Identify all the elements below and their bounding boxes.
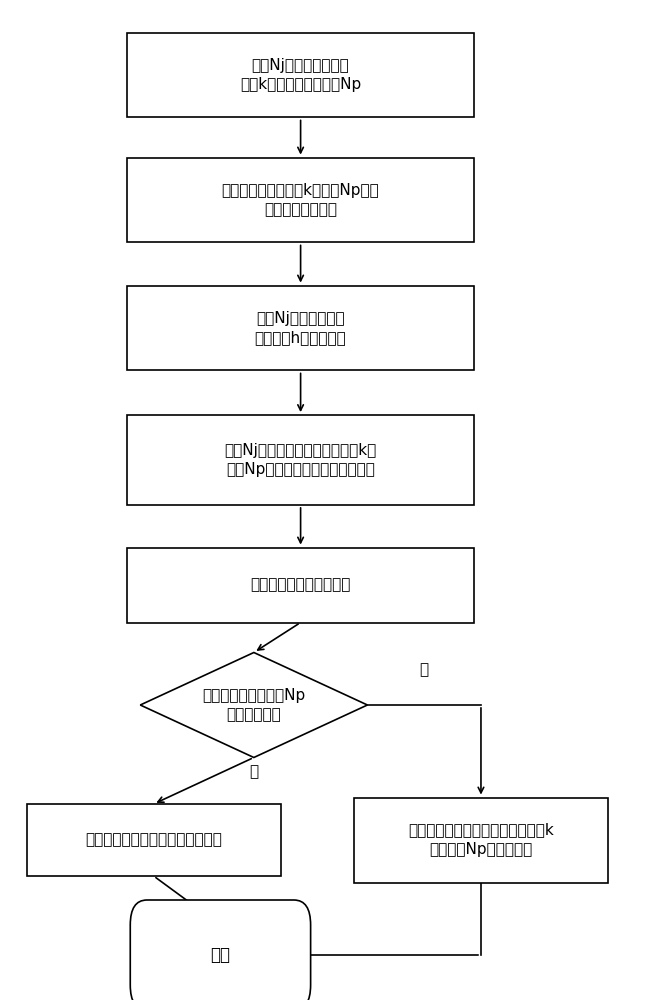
FancyBboxPatch shape bbox=[127, 286, 474, 370]
FancyBboxPatch shape bbox=[127, 415, 474, 505]
Text: 在冲突表中标记时隙k和节点Np信息
更新时隙表的表项: 在冲突表中标记时隙k和节点Np信息 更新时隙表的表项 bbox=[222, 183, 379, 217]
FancyBboxPatch shape bbox=[27, 804, 281, 876]
Text: 节点Nj在时隙表中查找
时隙k对应的一跳邻节点Np: 节点Nj在时隙表中查找 时隙k对应的一跳邻节点Np bbox=[240, 58, 361, 92]
Text: 节点Nj将冲突表中的标记的时隙k和
节点Np写入广播包中，发送广播包: 节点Nj将冲突表中的标记的时隙k和 节点Np写入广播包中，发送广播包 bbox=[224, 443, 377, 477]
Text: 节点Nj的时钟轮转到
发送时隙h的广播时隙: 节点Nj的时钟轮转到 发送时隙h的广播时隙 bbox=[255, 311, 347, 345]
Text: 冲突标记项中的节点Np
是否是本节点: 冲突标记项中的节点Np 是否是本节点 bbox=[202, 688, 305, 722]
FancyBboxPatch shape bbox=[354, 798, 608, 882]
FancyBboxPatch shape bbox=[127, 157, 474, 242]
Text: 结束: 结束 bbox=[210, 946, 230, 964]
FancyBboxPatch shape bbox=[127, 548, 474, 622]
Polygon shape bbox=[140, 652, 367, 758]
Text: 更新时隙表，将时隙表中占用时隙k
且为节点Np的表项删除: 更新时隙表，将时隙表中占用时隙k 且为节点Np的表项删除 bbox=[408, 823, 554, 857]
FancyBboxPatch shape bbox=[127, 32, 474, 117]
Text: 节点退避，清空时隙表，重新入网: 节点退避，清空时隙表，重新入网 bbox=[86, 832, 222, 848]
Text: 否: 否 bbox=[420, 662, 429, 678]
Text: 是: 是 bbox=[249, 764, 259, 780]
Text: 其他节点接收到此广播包: 其他节点接收到此广播包 bbox=[250, 578, 351, 592]
FancyBboxPatch shape bbox=[130, 900, 311, 1000]
